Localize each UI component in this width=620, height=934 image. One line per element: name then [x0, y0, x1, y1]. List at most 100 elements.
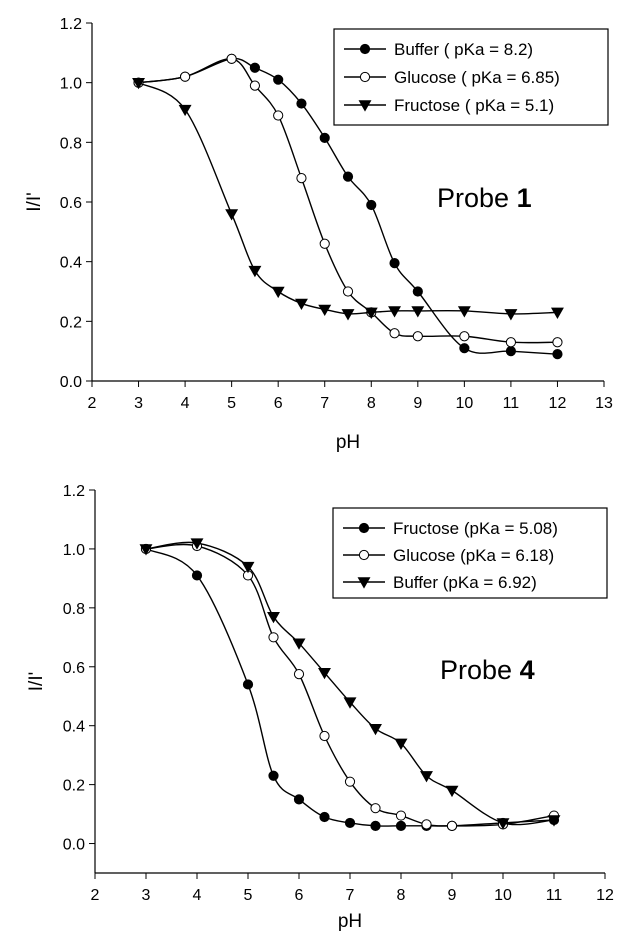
data-point	[296, 98, 307, 109]
y-tick-label: 1.2	[60, 16, 82, 33]
x-tick-label: 11	[503, 395, 520, 412]
data-point	[412, 286, 423, 297]
x-tick-label: 3	[142, 887, 151, 904]
x-tick-label: 13	[595, 395, 613, 412]
y-tick-label: 0.4	[60, 255, 82, 272]
data-point	[225, 209, 239, 221]
y-tick-label: 1.2	[63, 483, 85, 500]
y-tick-label: 0.8	[63, 601, 85, 618]
x-tick-label: 8	[397, 887, 406, 904]
y-axis-title: I/I'	[24, 192, 45, 211]
data-point	[445, 785, 459, 798]
legend-marker	[358, 522, 370, 534]
data-point	[241, 561, 255, 574]
data-point	[132, 77, 146, 90]
data-point	[249, 80, 261, 91]
data-point	[242, 679, 254, 690]
data-point	[249, 62, 261, 73]
y-tick-label: 0.8	[60, 135, 82, 152]
data-point	[294, 298, 308, 311]
y-tick-label: 0.4	[63, 719, 85, 736]
legend-marker	[359, 43, 371, 55]
data-point	[389, 258, 400, 269]
data-point	[369, 723, 382, 736]
data-point	[366, 199, 377, 211]
data-point	[319, 238, 330, 249]
x-tick-label: 7	[320, 395, 329, 412]
data-point	[411, 306, 425, 318]
legend-label: Glucose (pKa = 6.18)	[393, 546, 554, 565]
data-point	[296, 173, 307, 184]
series-3	[132, 77, 564, 321]
data-point	[318, 667, 331, 680]
data-point	[370, 820, 381, 831]
chart-probe-1: 0.0 0.2 0.4 0.6 0.8 1.0 1.2 2 3 4 5 6 7 8 9 10 11 12 13 pH I…	[24, 16, 613, 453]
data-point	[364, 307, 378, 319]
x-tick-label: 9	[448, 887, 457, 904]
data-point	[344, 817, 356, 829]
data-point	[293, 669, 305, 680]
data-point	[457, 306, 471, 318]
data-point	[394, 738, 408, 750]
series-3	[139, 538, 561, 830]
y-tick-label: 0.0	[60, 374, 82, 391]
data-point	[342, 171, 354, 182]
y-axis-title: I/I'	[26, 672, 47, 691]
data-point	[292, 638, 306, 650]
y-tick-label: 1.0	[60, 76, 82, 93]
data-point	[319, 132, 330, 143]
data-point	[504, 309, 518, 321]
data-point	[552, 349, 563, 360]
data-point	[293, 794, 305, 805]
x-tick-label: 4	[181, 395, 190, 412]
data-point	[412, 331, 423, 342]
data-point	[395, 810, 407, 821]
x-tick-label: 6	[295, 887, 304, 904]
x-tick-label: 11	[546, 887, 563, 904]
y-tick-label: 0.2	[63, 778, 85, 795]
y-tick-label: 0.0	[63, 837, 85, 854]
series-2	[133, 53, 563, 348]
data-point	[268, 632, 279, 643]
legend-marker	[359, 71, 371, 83]
probe-number: 1	[517, 183, 532, 213]
data-point	[459, 343, 470, 354]
x-tick-label: 2	[91, 887, 100, 904]
x-tick-label: 10	[494, 887, 512, 904]
legend-marker	[358, 100, 372, 112]
data-point	[226, 53, 237, 64]
data-point	[552, 337, 563, 348]
y-tick-label: 0.2	[60, 314, 82, 331]
data-point	[550, 307, 564, 319]
data-point	[271, 286, 285, 299]
legend-label: Buffer (pKa = 6.92)	[393, 573, 537, 592]
data-point	[319, 811, 330, 823]
data-point	[179, 71, 191, 82]
legend-label: Fructose (pKa = 5.08)	[393, 519, 558, 538]
data-point	[547, 815, 561, 827]
data-point	[446, 820, 458, 831]
x-tick-label: 2	[88, 395, 97, 412]
data-point	[318, 304, 332, 317]
data-point	[342, 286, 354, 297]
legend-marker	[357, 577, 371, 589]
legend: Buffer ( pKa = 8.2) Glucose ( pKa = 6.85)…	[333, 28, 609, 126]
x-tick-label: 9	[413, 395, 422, 412]
data-point	[459, 331, 470, 342]
probe-label: Probe 1	[437, 183, 532, 213]
probe-number: 4	[520, 655, 535, 685]
legend-box	[332, 507, 608, 599]
data-point	[505, 337, 517, 348]
y-tick-label: 0.6	[60, 195, 82, 212]
x-tick-label: 6	[274, 395, 283, 412]
data-point	[389, 328, 400, 339]
x-tick-label: 5	[244, 887, 253, 904]
data-point	[139, 544, 153, 556]
x-tick-label: 4	[193, 887, 202, 904]
data-point	[496, 818, 510, 830]
data-point	[388, 306, 402, 318]
data-point	[420, 771, 433, 783]
legend-marker	[358, 549, 370, 561]
probe-label-prefix: Probe	[437, 183, 517, 213]
x-tick-label: 8	[367, 395, 376, 412]
